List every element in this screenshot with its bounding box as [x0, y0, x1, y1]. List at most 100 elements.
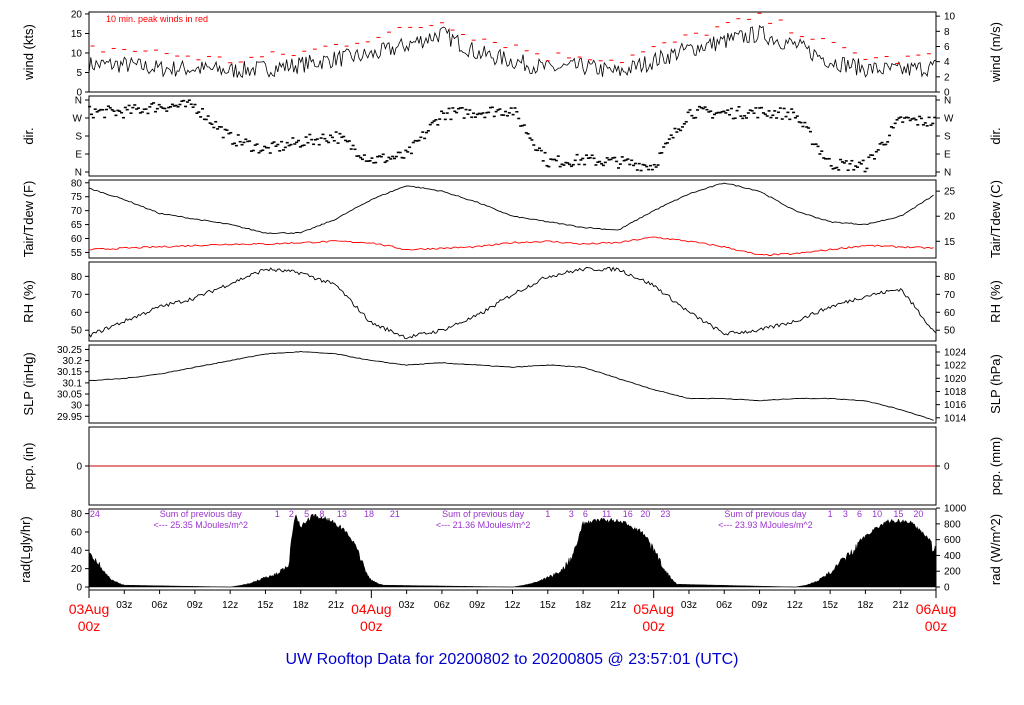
rh-right-tick-label: 70 [944, 290, 956, 301]
radiation-left-tick-label: 20 [71, 564, 83, 575]
x-date-label-hour: 00z [78, 618, 101, 634]
wind-speed-line [88, 24, 937, 79]
dewpoint-line [89, 236, 934, 256]
radiation-hour-mark: 3 [569, 509, 574, 519]
x-date-label-hour: 00z [642, 618, 665, 634]
pcp-left-axis-label: pcp. (in) [21, 443, 36, 490]
direction-right-tick-label: N [944, 168, 951, 179]
rh-right-tick-label: 60 [944, 308, 956, 319]
temperature-right-tick-label: 15 [944, 237, 956, 248]
temperature-left-tick-label: 60 [71, 234, 83, 245]
radiation-sum-label: Sum of previous day [442, 509, 525, 519]
x-hour-tick-label: 09z [469, 600, 485, 611]
radiation-hour-mark: 16 [623, 509, 633, 519]
x-hour-tick-label: 12z [787, 600, 803, 611]
wind-annotation: 10 min. peak winds in red [106, 14, 208, 24]
x-hour-tick-label: 09z [751, 600, 767, 611]
radiation-left-tick-label: 0 [76, 583, 82, 594]
radiation-sum-label: Sum of previous day [724, 509, 807, 519]
x-hour-tick-label: 03z [681, 600, 697, 611]
temperature-left-tick-label: 70 [71, 206, 83, 217]
rh-left-tick-label: 50 [71, 326, 83, 337]
temperature-right-tick-label: 25 [944, 187, 956, 198]
radiation-hour-mark: 20 [913, 509, 923, 519]
temperature-left-axis-label: Tair/Tdew (F) [21, 181, 36, 258]
x-hour-tick-label: 15z [540, 600, 556, 611]
direction-right-tick-label: N [944, 96, 951, 107]
x-hour-tick-label: 21z [893, 600, 909, 611]
wind-right-tick-label: 10 [944, 12, 956, 23]
wind-right-tick-label: 0 [944, 88, 950, 99]
radiation-left-axis-label: rad(Lgly/hr) [18, 516, 33, 582]
direction-right-axis-label: dir. [988, 127, 1003, 144]
radiation-left-tick-label: 80 [71, 509, 83, 520]
radiation-hour-mark: 6 [857, 509, 862, 519]
slp-line [88, 350, 934, 421]
radiation-sum-value: <--- 25.35 MJoules/m^2 [153, 520, 248, 530]
x-hour-tick-label: 12z [504, 600, 520, 611]
pcp-left-tick-label: 0 [76, 462, 82, 473]
radiation-right-tick-label: 400 [944, 551, 961, 562]
rh-left-axis-label: RH (%) [21, 280, 36, 323]
x-date-label: 04Aug [351, 601, 391, 617]
radiation-right-axis-label: rad (W/m^2) [988, 514, 1003, 585]
wind-right-axis-label: wind (m/s) [988, 22, 1003, 83]
radiation-right-tick-label: 0 [944, 583, 950, 594]
x-hour-tick-label: 09z [187, 600, 203, 611]
x-hour-tick-label: 12z [222, 600, 238, 611]
pcp-right-axis-label: pcp. (mm) [988, 437, 1003, 496]
temperature-left-tick-label: 80 [71, 178, 83, 189]
slp-panel [88, 344, 937, 424]
direction-left-tick-label: N [75, 96, 82, 107]
radiation-hour-mark: 21 [390, 509, 400, 519]
radiation-hour-mark: 5 [304, 509, 309, 519]
x-hour-tick-label: 03z [399, 600, 415, 611]
radiation-hour-mark: 1 [545, 509, 550, 519]
radiation-right-tick-label: 800 [944, 519, 961, 530]
slp-right-tick-label: 1020 [944, 374, 967, 385]
wind-right-tick-label: 6 [944, 42, 950, 53]
pcp-right-tick-label: 0 [944, 462, 950, 473]
direction-left-tick-label: E [75, 150, 82, 161]
direction-left-tick-label: W [73, 114, 83, 125]
radiation-left-tick-label: 60 [71, 527, 83, 538]
x-hour-tick-label: 21z [610, 600, 626, 611]
wind-left-axis-label: wind (kts) [21, 24, 36, 81]
temperature-left-tick-label: 65 [71, 220, 83, 231]
x-hour-tick-label: 06z [152, 600, 168, 611]
x-hour-tick-label: 03z [116, 600, 132, 611]
wind-right-tick-label: 4 [944, 57, 950, 68]
slp-right-tick-label: 1014 [944, 413, 967, 424]
chart-title: UW Rooftop Data for 20200802 to 20200805… [285, 651, 739, 668]
radiation-hour-mark: 8 [319, 509, 324, 519]
rh-left-tick-label: 60 [71, 308, 83, 319]
x-hour-tick-label: 18z [857, 600, 873, 611]
wind-left-tick-label: 10 [71, 48, 83, 59]
radiation-sum-label: Sum of previous day [160, 509, 243, 519]
x-hour-tick-label: 15z [822, 600, 838, 611]
x-hour-tick-label: 15z [257, 600, 273, 611]
wind-right-tick-label: 8 [944, 27, 950, 38]
direction-right-tick-label: S [944, 132, 951, 143]
rh-left-tick-label: 70 [71, 290, 83, 301]
air-temperature-line [88, 182, 934, 234]
radiation-hour-mark: 24 [90, 509, 100, 519]
wind-right-tick-label: 2 [944, 72, 950, 83]
x-date-label-hour: 00z [925, 618, 948, 634]
radiation-hour-mark: 23 [660, 509, 670, 519]
x-hour-tick-label: 06z [434, 600, 450, 611]
radiation-sum-value: <--- 23.93 MJoules/m^2 [718, 520, 813, 530]
x-hour-tick-label: 06z [716, 600, 732, 611]
radiation-hour-mark: 3 [843, 509, 848, 519]
slp-left-tick-label: 30.25 [57, 345, 82, 356]
radiation-hour-mark: 6 [583, 509, 588, 519]
rh-right-tick-label: 80 [944, 272, 956, 283]
radiation-hour-mark: 10 [872, 509, 882, 519]
slp-right-tick-label: 1022 [944, 361, 967, 372]
radiation-hour-mark: 15 [893, 509, 903, 519]
temperature-right-tick-label: 20 [944, 212, 956, 223]
rh-right-axis-label: RH (%) [988, 280, 1003, 323]
x-hour-tick-label: 21z [328, 600, 344, 611]
x-hour-tick-label: 18z [293, 600, 309, 611]
